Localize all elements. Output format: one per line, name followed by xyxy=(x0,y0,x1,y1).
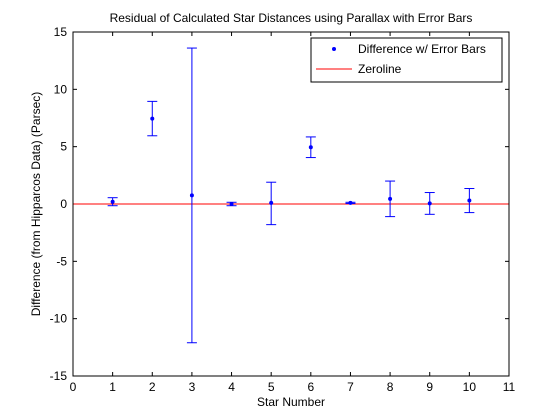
error-bar-point xyxy=(266,181,277,226)
legend-box xyxy=(310,37,503,83)
y-tick-label: 0 xyxy=(60,197,67,211)
error-bar-point xyxy=(226,201,237,207)
error-bar-point xyxy=(424,192,435,215)
x-tick-label: 1 xyxy=(109,380,116,394)
data-point xyxy=(150,116,155,121)
legend-marker-difference xyxy=(332,47,336,51)
x-tick-label: 5 xyxy=(268,380,275,394)
chart-title: Residual of Calculated Star Distances us… xyxy=(110,11,473,25)
x-tick-label: 10 xyxy=(463,380,477,394)
error-bar-point xyxy=(305,136,316,159)
x-tick-label: 0 xyxy=(70,380,77,394)
data-point xyxy=(427,201,432,206)
x-tick-label: 3 xyxy=(189,380,196,394)
x-tick-label: 9 xyxy=(426,380,433,394)
data-point xyxy=(467,198,472,203)
legend-label-zeroline: Zeroline xyxy=(358,62,402,76)
data-layer xyxy=(73,47,509,344)
data-point xyxy=(229,202,234,206)
error-bar-point xyxy=(345,200,356,205)
x-tick-label: 7 xyxy=(347,380,354,394)
x-tick-label: 4 xyxy=(228,380,235,394)
legend: Difference w/ Error Bars Zeroline xyxy=(310,37,503,83)
data-point xyxy=(348,200,353,205)
y-tick-label: -15 xyxy=(50,369,68,383)
x-tick-label: 2 xyxy=(149,380,156,394)
x-axis-title: Star Number xyxy=(257,395,325,409)
error-bar-point xyxy=(186,47,197,344)
data-point xyxy=(308,145,313,150)
error-bar-point xyxy=(464,188,475,214)
error-bar-point xyxy=(385,180,396,218)
data-point xyxy=(269,200,274,205)
y-tick-label: 10 xyxy=(54,82,68,96)
x-tick-label: 6 xyxy=(307,380,314,394)
data-point xyxy=(189,193,194,198)
legend-label-difference: Difference w/ Error Bars xyxy=(358,42,486,56)
plot-frame xyxy=(72,31,510,377)
error-bar-point xyxy=(107,197,118,207)
x-tick-label: 8 xyxy=(387,380,394,394)
ticks-layer: 0 1 2 3 4 5 6 7 8 9 10 11 -15 -10 -5 0 5 10 15 xyxy=(50,25,516,394)
data-point xyxy=(110,199,115,204)
error-bar-point xyxy=(147,100,158,137)
y-tick-label: -5 xyxy=(56,254,67,268)
y-tick-label: 5 xyxy=(60,140,67,154)
y-axis-title: Difference (from Hipparcos Data) (Parsec… xyxy=(29,92,43,317)
data-point xyxy=(388,196,393,201)
y-tick-label: 15 xyxy=(54,25,68,39)
x-tick-label: 11 xyxy=(503,380,516,394)
y-tick-label: -10 xyxy=(50,312,68,326)
